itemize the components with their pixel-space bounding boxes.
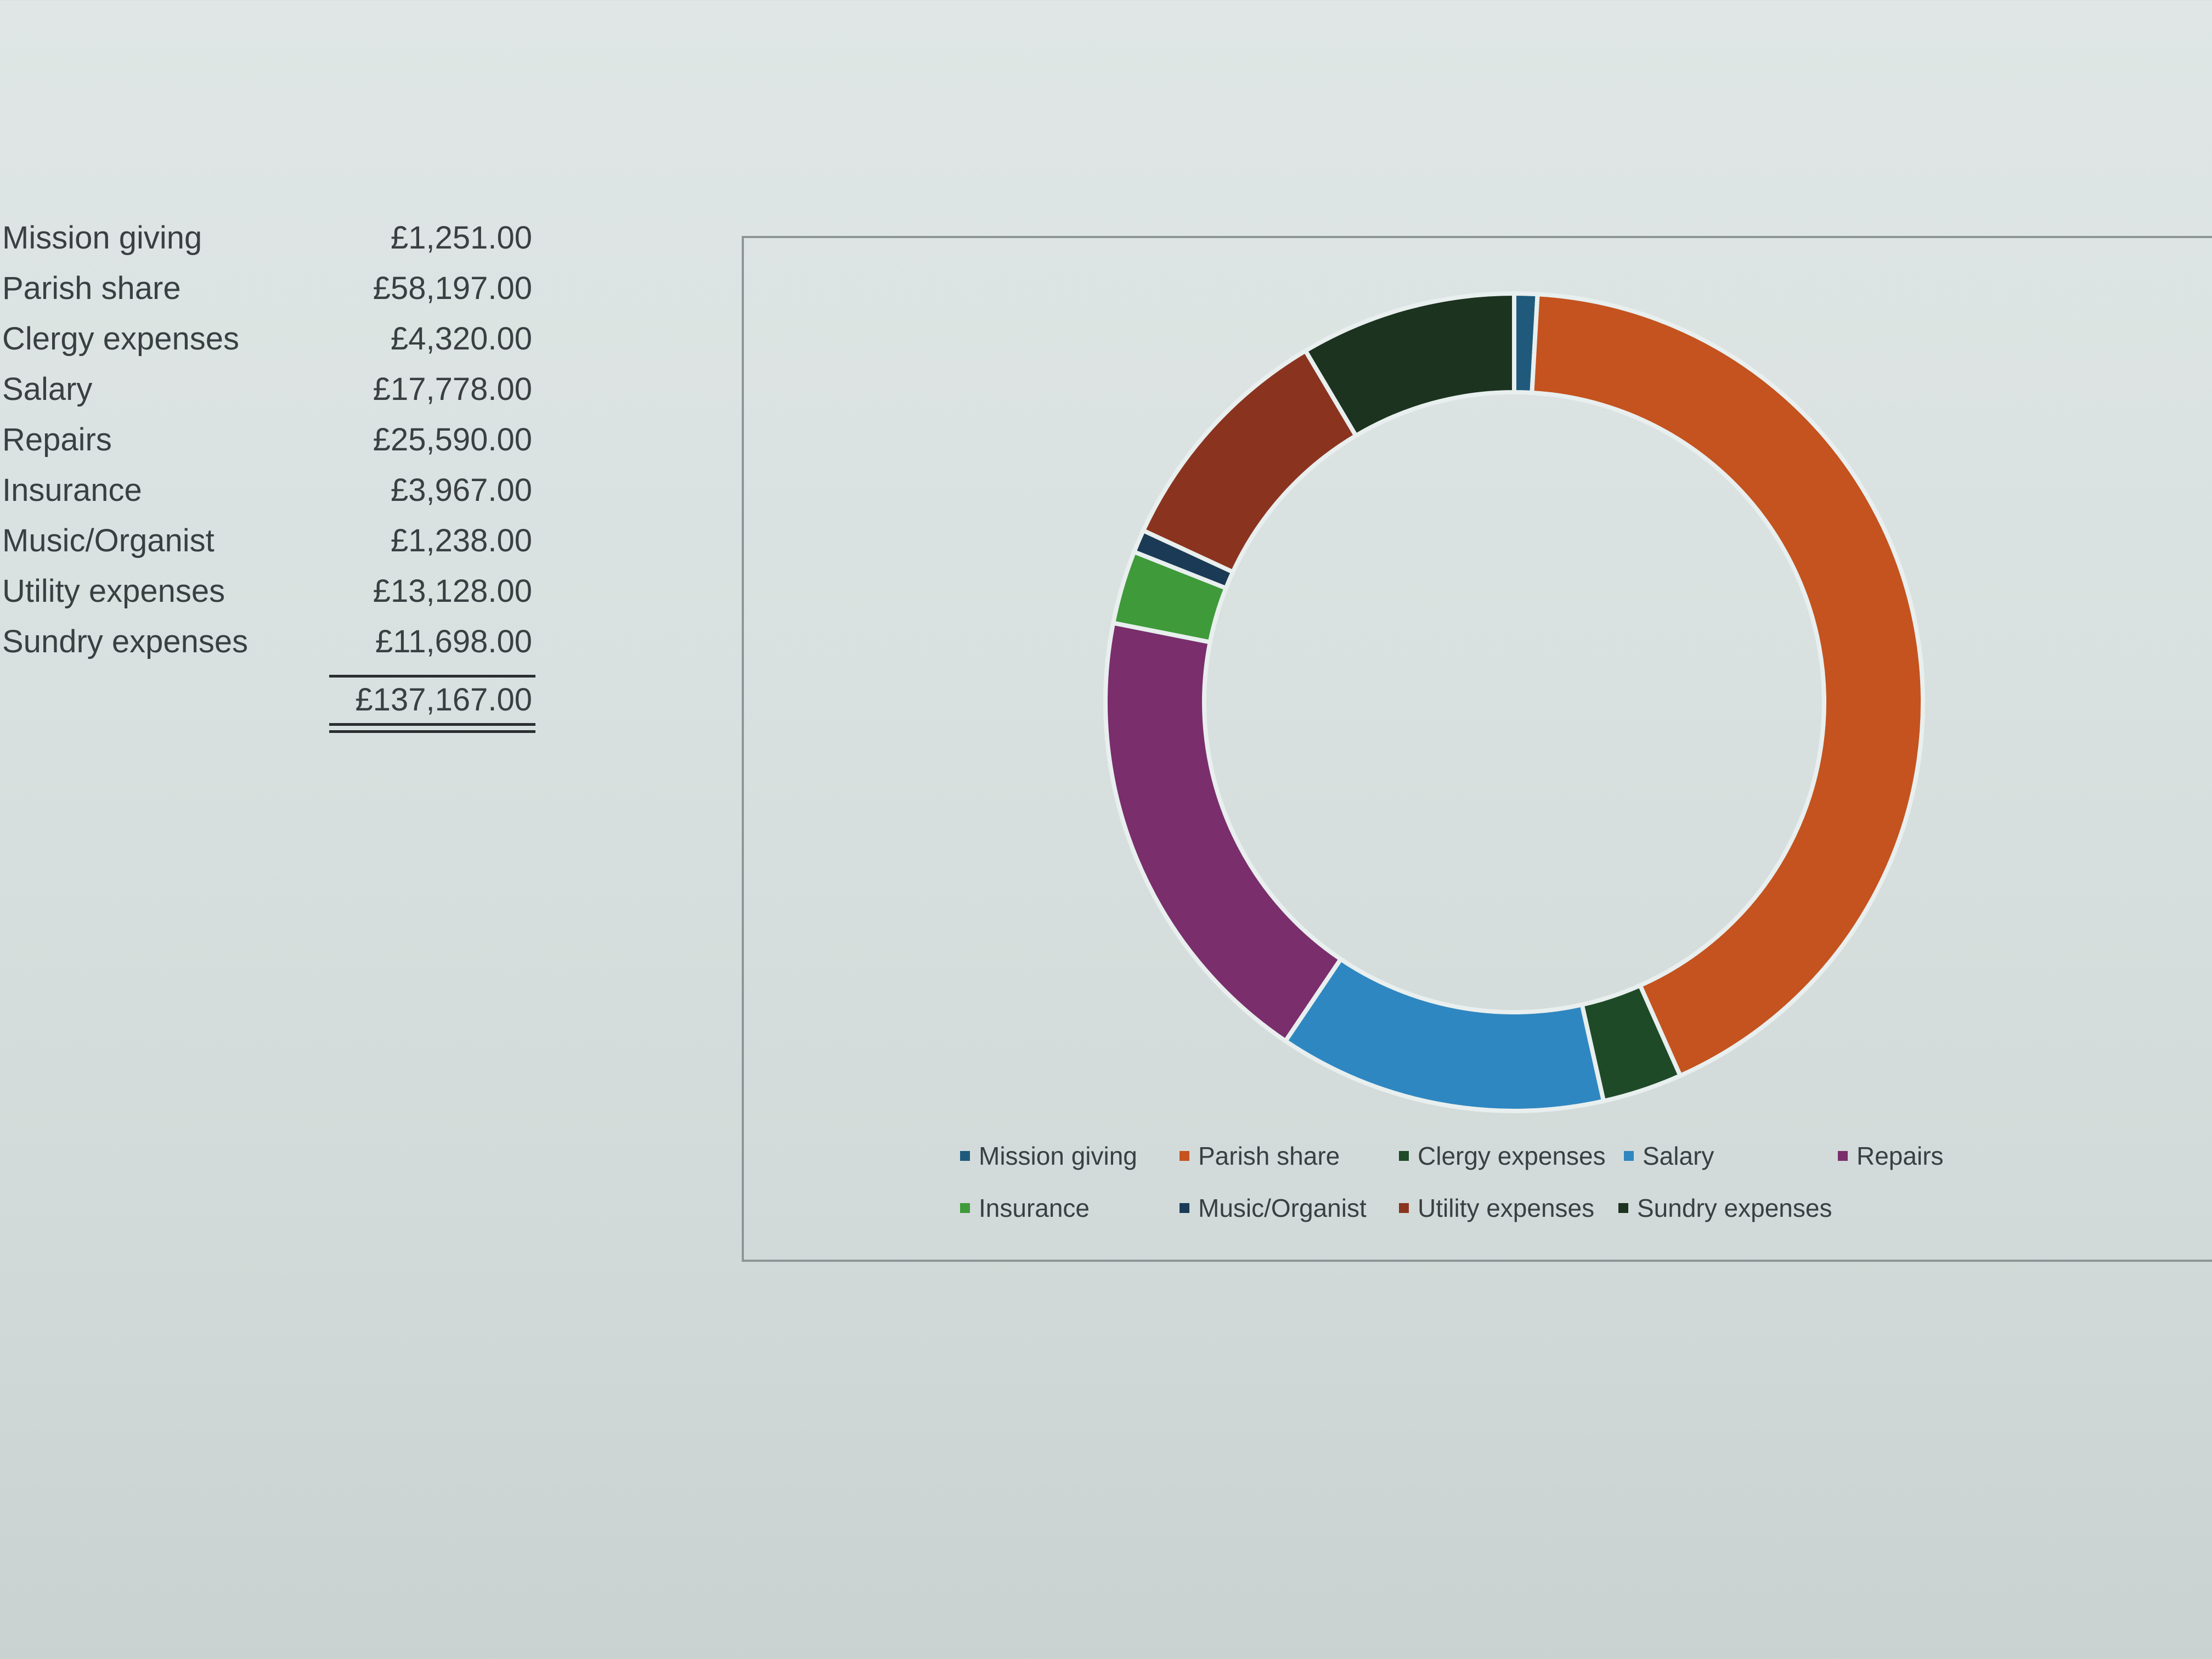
table-row: Sundry expenses £11,698.00 [0, 623, 549, 673]
row-label: Insurance [2, 472, 142, 508]
table-row: Repairs £25,590.00 [0, 421, 549, 471]
legend-swatch [960, 1151, 970, 1161]
legend-label: Mission giving [979, 1142, 1137, 1170]
donut-chart [1103, 291, 1926, 1113]
legend-swatch [1618, 1203, 1628, 1213]
legend-item: Salary [1624, 1141, 1714, 1171]
row-label: Mission giving [2, 220, 202, 256]
legend-label: Repairs [1857, 1142, 1944, 1170]
row-label: Parish share [2, 270, 181, 306]
legend-label: Sundry expenses [1637, 1194, 1832, 1222]
row-value: £25,590.00 [373, 422, 532, 458]
legend-swatch [1624, 1151, 1634, 1161]
legend-swatch [1180, 1203, 1189, 1213]
table-row: Mission giving £1,251.00 [0, 219, 549, 269]
total-double-rule [329, 723, 535, 733]
table-row: Music/Organist £1,238.00 [0, 522, 549, 572]
legend-swatch [960, 1203, 970, 1213]
legend-label: Music/Organist [1198, 1194, 1367, 1222]
donut-slice-repairs [1103, 620, 1344, 1045]
legend-swatch [1838, 1151, 1848, 1161]
row-label: Utility expenses [2, 573, 225, 609]
table-row: Clergy expenses £4,320.00 [0, 320, 549, 370]
legend-item: Utility expenses [1399, 1193, 1594, 1223]
row-label: Repairs [2, 422, 112, 458]
donut-slice-parish-share [1530, 291, 1926, 1079]
legend-item: Clergy expenses [1399, 1141, 1606, 1171]
donut-slice-sundry-expenses [1302, 291, 1516, 439]
donut-slice-salary [1282, 956, 1606, 1113]
row-value: £17,778.00 [373, 371, 532, 407]
total-row: £137,167.00 [0, 681, 549, 731]
legend-label: Parish share [1198, 1142, 1340, 1170]
legend-item: Music/Organist [1180, 1193, 1367, 1223]
legend-item: Parish share [1180, 1141, 1340, 1171]
row-label: Music/Organist [2, 523, 215, 558]
table-row: Parish share £58,197.00 [0, 270, 549, 319]
row-value: £1,238.00 [390, 523, 532, 558]
legend-item: Mission giving [960, 1141, 1137, 1171]
row-value: £1,251.00 [390, 220, 532, 256]
legend-item: Sundry expenses [1618, 1193, 1832, 1223]
legend-label: Utility expenses [1418, 1194, 1595, 1222]
chart-area [742, 236, 2212, 1262]
legend-swatch [1399, 1151, 1409, 1161]
row-value: £4,320.00 [390, 321, 532, 357]
row-value: £58,197.00 [373, 270, 532, 306]
row-label: Sundry expenses [2, 624, 249, 659]
legend-item: Repairs [1838, 1141, 1944, 1171]
legend-swatch [1180, 1151, 1189, 1161]
legend-swatch [1399, 1203, 1409, 1213]
subtotal-rule [329, 675, 535, 678]
legend-label: Clergy expenses [1418, 1142, 1606, 1170]
chart-legend: Mission giving Parish share Clergy expen… [960, 1141, 2002, 1251]
legend-label: Salary [1643, 1142, 1714, 1170]
table-row: Utility expenses £13,128.00 [0, 573, 549, 622]
legend-label: Insurance [979, 1194, 1090, 1222]
legend-item: Insurance [960, 1193, 1090, 1223]
total-value: £137,167.00 [355, 682, 532, 718]
row-value: £3,967.00 [390, 472, 532, 508]
row-label: Clergy expenses [2, 321, 239, 357]
row-value: £11,698.00 [375, 624, 532, 659]
table-row: Insurance £3,967.00 [0, 472, 549, 521]
row-label: Salary [2, 371, 93, 407]
row-value: £13,128.00 [373, 573, 532, 609]
table-row: Salary £17,778.00 [0, 371, 549, 420]
